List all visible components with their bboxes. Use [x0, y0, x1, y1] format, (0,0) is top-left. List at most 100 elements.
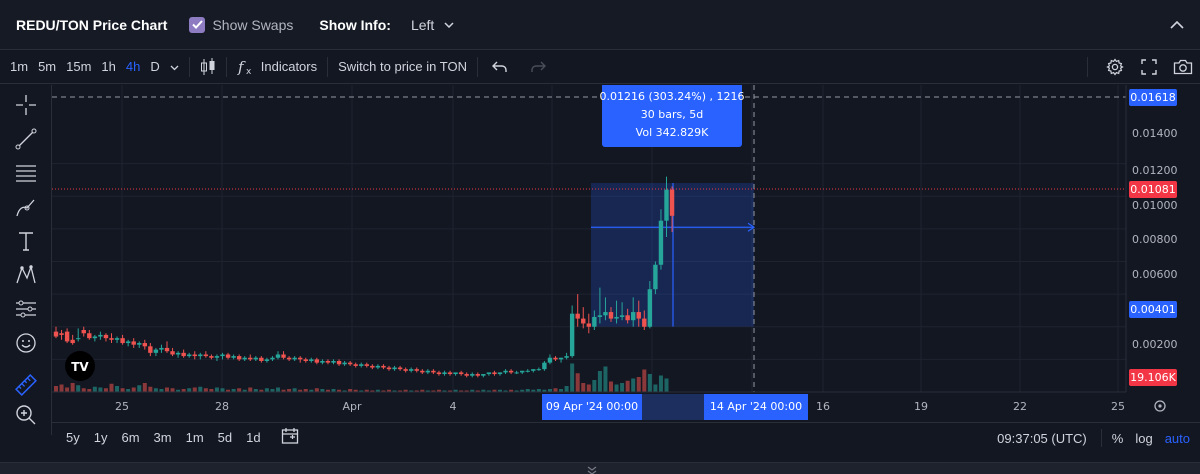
range-6m[interactable]: 6m: [121, 430, 140, 445]
volume-bar: [375, 389, 380, 392]
show-info-select[interactable]: Left: [411, 17, 454, 33]
volume-bar: [314, 388, 319, 392]
candle-body: [558, 357, 564, 360]
pattern-icon: [16, 264, 36, 284]
y-tick-label: 0.00200: [1132, 338, 1178, 351]
log-scale-toggle[interactable]: log: [1135, 430, 1153, 446]
date-range-button[interactable]: [281, 427, 299, 448]
timeframe-more-button[interactable]: [170, 59, 179, 74]
zoom-tool[interactable]: [12, 401, 40, 429]
chart-header: REDU/TON Price Chart Show Swaps Show Inf…: [0, 0, 1200, 50]
volume-bar: [253, 389, 258, 392]
timeframe-1m[interactable]: 1m: [10, 59, 29, 74]
price-axis[interactable]: 0.01400 0.01200 0.01000 0.00800 0.00600 …: [1129, 89, 1178, 386]
price-tag-crosshair-text: 0.01618: [1130, 91, 1176, 104]
volume-bar: [220, 388, 225, 392]
candle-body: [381, 365, 386, 368]
range-5y[interactable]: 5y: [66, 430, 80, 445]
bottom-bar-right: 09:37:05 (UTC) % log auto: [997, 423, 1190, 453]
candle-body: [87, 333, 92, 339]
candle-body: [542, 362, 547, 370]
volume-bar: [614, 384, 619, 392]
chart-type-button[interactable]: [200, 57, 216, 77]
resize-handle-icon[interactable]: [585, 466, 599, 474]
candle-body: [248, 357, 253, 360]
range-3m[interactable]: 3m: [153, 430, 172, 445]
volume-bar: [542, 389, 547, 392]
candle-body: [298, 357, 303, 360]
volume-bar: [414, 390, 419, 392]
candle-body: [76, 338, 81, 340]
volume-bar: [631, 378, 636, 392]
price-chart[interactable]: TV 0.01400 0.01200 0.01000 0.00800 0.006…: [52, 85, 1200, 422]
pattern-tool[interactable]: [12, 261, 40, 289]
candle-body: [137, 343, 142, 345]
candle-body: [569, 313, 575, 357]
timeframe-4h[interactable]: 4h: [125, 59, 141, 74]
trend-line-tool[interactable]: [12, 125, 40, 153]
crosshair-tool[interactable]: [12, 91, 40, 119]
candle-body: [436, 372, 442, 375]
range-5d[interactable]: 5d: [217, 430, 233, 445]
volume-bar: [159, 389, 164, 392]
candle-body: [192, 354, 197, 357]
divider: [476, 56, 478, 77]
measure-tool[interactable]: [12, 371, 40, 399]
range-1m[interactable]: 1m: [185, 430, 204, 445]
candle-body: [564, 356, 569, 358]
candle-body: [109, 338, 114, 340]
fullscreen-button[interactable]: [1132, 59, 1166, 75]
redo-button[interactable]: [530, 61, 546, 73]
auto-scale-toggle[interactable]: auto: [1164, 430, 1190, 446]
range-1y[interactable]: 1y: [93, 430, 108, 445]
show-swaps-checkbox[interactable]: [189, 16, 206, 33]
emoji-tool[interactable]: [12, 329, 40, 357]
candle-body: [603, 312, 608, 316]
show-info-label: Show Info:: [319, 16, 391, 33]
volume-bar: [54, 386, 58, 392]
volume-bar: [564, 386, 569, 392]
settings-button[interactable]: [1098, 58, 1132, 76]
crosshair-icon: [16, 95, 36, 115]
axis-settings-button[interactable]: [1154, 400, 1166, 412]
y-tick-label: 0.00800: [1132, 233, 1178, 246]
switch-price-button[interactable]: Switch to price in TON: [338, 59, 467, 74]
candle-body: [636, 312, 641, 319]
volume-bar: [259, 389, 264, 392]
timeframe-d[interactable]: D: [150, 59, 160, 74]
brush-tool[interactable]: [12, 193, 40, 221]
volume-bar: [436, 389, 441, 392]
measure-tooltip: 0.01216 (303.24%) , 1216 30 bars, 5d Vol…: [600, 85, 745, 147]
measure-arrow: [747, 222, 756, 232]
volume-bar: [403, 389, 408, 392]
timeframe-1h[interactable]: 1h: [101, 59, 116, 74]
collapse-button[interactable]: [1170, 16, 1184, 34]
screenshot-button[interactable]: [1166, 59, 1200, 75]
undo-button[interactable]: [491, 61, 508, 73]
candle-body: [536, 369, 542, 371]
volume-bar: [620, 383, 625, 392]
price-tag-volume: 19.106K: [1129, 369, 1177, 386]
volume-bar: [142, 383, 147, 392]
show-swaps-toggle[interactable]: Show Swaps: [189, 16, 293, 33]
percent-scale-toggle[interactable]: %: [1111, 430, 1124, 446]
timeframe-15m[interactable]: 15m: [66, 59, 92, 74]
fib-tool[interactable]: [12, 159, 40, 187]
candle-body: [275, 354, 281, 358]
volume-bar: [647, 374, 652, 392]
candle-body: [270, 357, 275, 360]
time-axis[interactable]: 25 28 Apr 4 16 19 22 25 09 Apr '24 00:00…: [52, 391, 1166, 420]
volume-bar: [337, 389, 342, 392]
volume-bar: [165, 387, 169, 392]
candle-body: [475, 374, 480, 376]
x-tick-label: 25: [115, 400, 129, 413]
volume-bar: [270, 389, 275, 392]
range-1d[interactable]: 1d: [246, 430, 261, 445]
utc-clock[interactable]: 09:37:05 (UTC): [997, 430, 1087, 446]
candle-body: [642, 318, 647, 327]
timeframe-5m[interactable]: 5m: [38, 59, 57, 74]
prediction-tool[interactable]: [12, 295, 40, 323]
text-tool[interactable]: [12, 227, 40, 255]
undo-icon: [491, 61, 507, 72]
